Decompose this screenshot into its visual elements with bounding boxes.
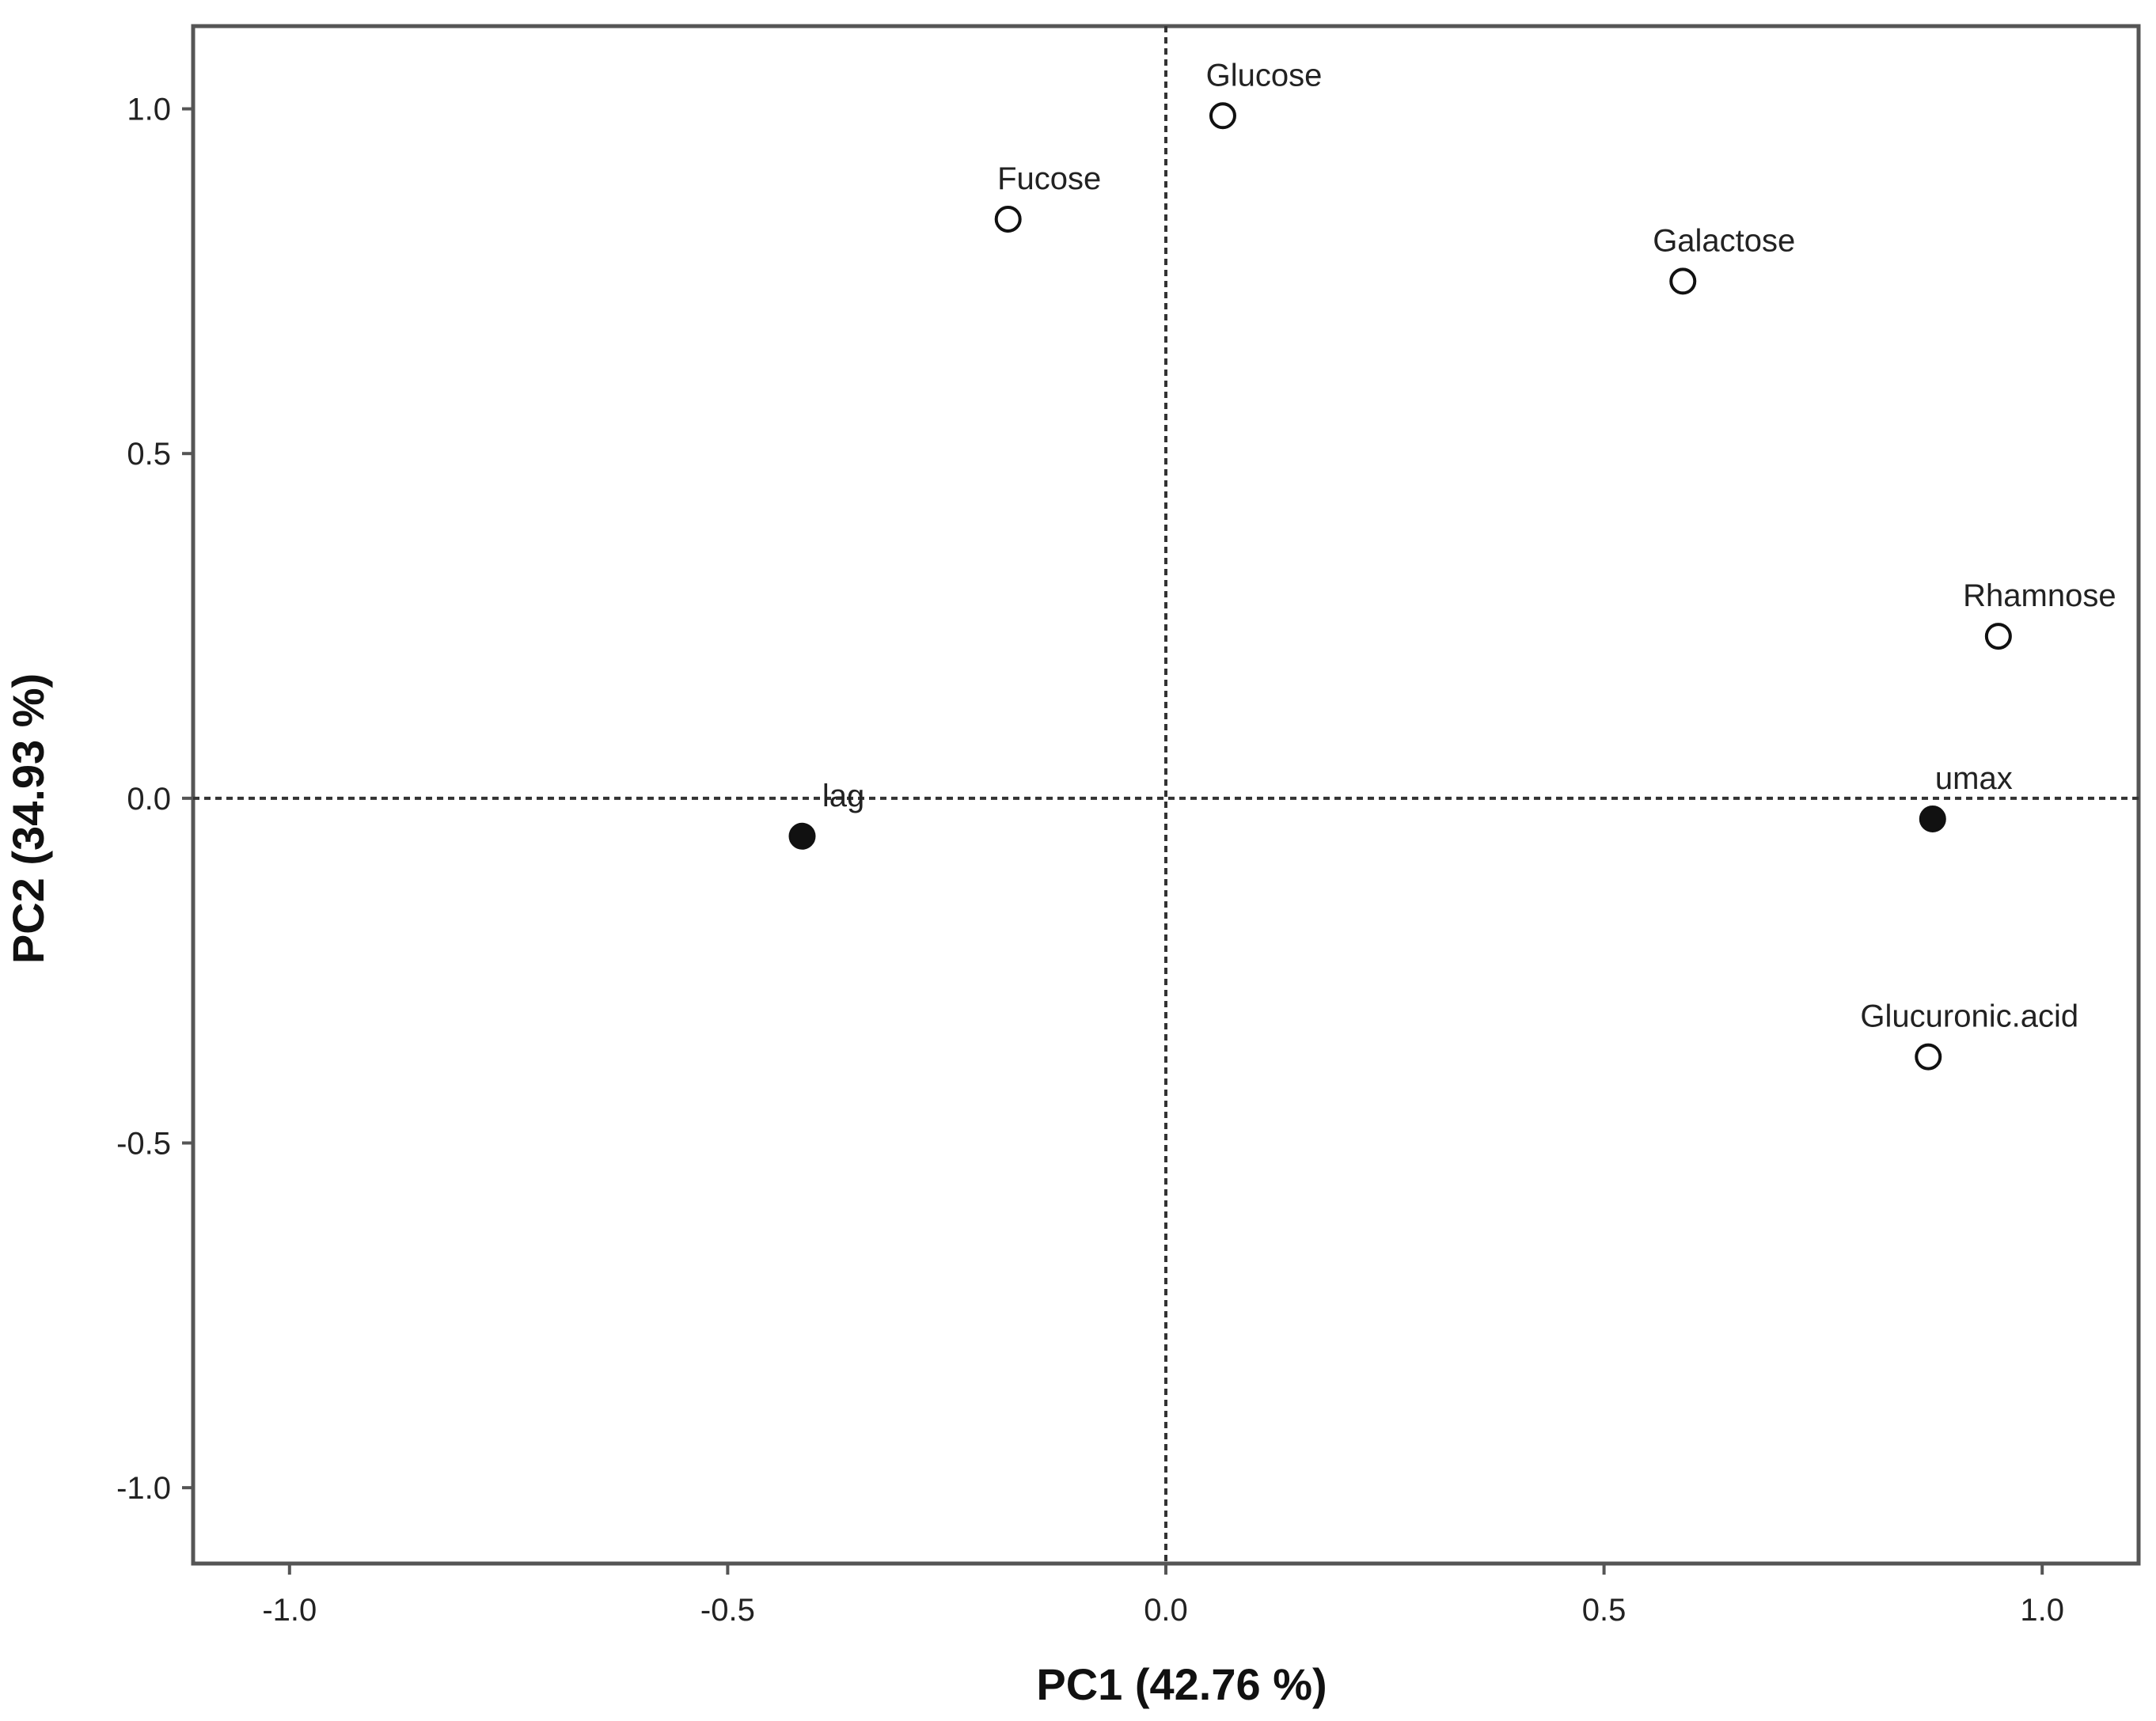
point-label-glucuronic-acid: Glucuronic.acid [1860, 999, 2078, 1034]
y-tick-label: 1.0 [127, 93, 171, 127]
y-tick-label: 0.5 [127, 437, 171, 472]
x-axis-ticks: -1.0 -0.5 0.0 0.5 1.0 [262, 1564, 2064, 1628]
point-umax [1919, 805, 1946, 832]
point-label-lag: lag [822, 779, 864, 813]
point-lag [788, 822, 816, 850]
point-fucose [994, 205, 1022, 233]
point-label-galactose: Galactose [1653, 223, 1795, 258]
y-axis-ticks: -1.0 -0.5 0.0 0.5 1.0 [116, 93, 193, 1506]
point-label-umax: umax [1935, 761, 2013, 796]
point-galactose [1669, 267, 1697, 295]
y-axis-title: PC2 (34.93 %) [3, 673, 53, 964]
x-tick-label: 0.5 [1582, 1593, 1626, 1628]
x-axis-title: PC1 (42.76 %) [1036, 1659, 1327, 1709]
x-tick-label: 1.0 [2020, 1593, 2064, 1628]
point-label-rhamnose: Rhamnose [1963, 578, 2116, 613]
x-tick-label: -1.0 [262, 1593, 317, 1628]
data-points: Glucose Fucose Galactose Rhamnose umax lag Glu… [788, 58, 2116, 1071]
point-label-fucose: Fucose [997, 161, 1101, 196]
point-rhamnose [1984, 623, 2012, 650]
point-glucose [1209, 102, 1236, 130]
x-tick-label: 0.0 [1144, 1593, 1188, 1628]
point-label-glucose: Glucose [1206, 58, 1323, 93]
x-tick-label: -0.5 [700, 1593, 755, 1628]
y-tick-label: -1.0 [116, 1471, 171, 1506]
point-glucuronic-acid [1915, 1043, 1942, 1071]
y-tick-label: 0.0 [127, 782, 171, 817]
y-tick-label: -0.5 [116, 1127, 171, 1162]
